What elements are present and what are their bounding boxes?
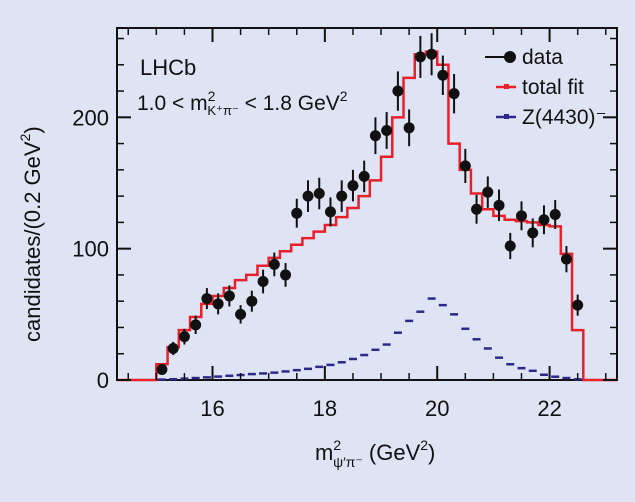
data-point bbox=[515, 210, 527, 222]
data-point bbox=[459, 160, 471, 172]
data-point bbox=[291, 207, 303, 219]
data-point bbox=[426, 48, 438, 60]
data-point bbox=[538, 214, 550, 226]
data-point bbox=[257, 275, 269, 287]
total-fit-step bbox=[117, 50, 617, 382]
legend-fit-marker bbox=[504, 84, 509, 89]
data-point bbox=[369, 130, 381, 142]
data-point bbox=[572, 299, 584, 311]
legend-data-marker bbox=[504, 51, 516, 63]
legend-label-data: data bbox=[522, 46, 563, 69]
y-axis-label: candidates/(0.2 GeV2) bbox=[17, 126, 45, 342]
data-point bbox=[448, 88, 460, 100]
data-point bbox=[392, 85, 404, 97]
data-point bbox=[336, 190, 348, 202]
data-point bbox=[178, 331, 190, 343]
data-point bbox=[313, 187, 325, 199]
data-point bbox=[212, 298, 224, 310]
data-point bbox=[414, 51, 426, 63]
data-point bbox=[280, 269, 292, 281]
data-point bbox=[156, 363, 168, 375]
data-point bbox=[201, 293, 213, 305]
fit-series bbox=[117, 50, 617, 382]
data-point bbox=[471, 203, 483, 215]
data-point bbox=[235, 308, 247, 320]
legend-item-data: data bbox=[485, 46, 563, 69]
legend-z-marker bbox=[504, 114, 509, 119]
cut-label: 1.0 < m2 K⁺π⁻ < 1.8 GeV2 bbox=[137, 88, 348, 118]
data-point bbox=[381, 124, 393, 136]
data-point bbox=[268, 258, 280, 270]
legend-item-z4430: Z(4430)⁻ bbox=[496, 106, 607, 129]
data-point bbox=[527, 227, 539, 239]
x-tick-label: 22 bbox=[537, 396, 561, 421]
data-point bbox=[223, 290, 235, 302]
data-point bbox=[302, 190, 314, 202]
plot-frame bbox=[116, 27, 618, 381]
y-tick-label: 0 bbox=[97, 368, 109, 393]
data-point bbox=[347, 180, 359, 192]
data-point bbox=[358, 170, 370, 182]
experiment-label: LHCb bbox=[140, 55, 196, 80]
data-point bbox=[560, 253, 572, 265]
data-point bbox=[437, 69, 449, 81]
data-point bbox=[167, 342, 179, 354]
data-point bbox=[493, 199, 505, 211]
y-tick-label: 100 bbox=[72, 237, 109, 262]
z4430-series bbox=[157, 297, 582, 381]
x-tick-label: 16 bbox=[200, 396, 224, 421]
axes: 16 18 20 22 0 100 200 bbox=[72, 28, 617, 421]
data-point bbox=[549, 209, 561, 221]
legend: data total fit Z(4430)⁻ bbox=[485, 46, 607, 129]
data-point bbox=[504, 240, 516, 252]
x-tick-label: 20 bbox=[425, 396, 449, 421]
data-point bbox=[482, 186, 494, 198]
x-axis-label: m2 ψ′π⁻ (GeV2) bbox=[315, 437, 435, 470]
legend-label-total-fit: total fit bbox=[522, 76, 584, 99]
x-tick-label: 18 bbox=[313, 396, 337, 421]
legend-item-total-fit: total fit bbox=[496, 76, 584, 99]
data-point bbox=[190, 319, 202, 331]
data-point bbox=[403, 122, 415, 134]
data-series bbox=[156, 33, 584, 375]
legend-label-z4430: Z(4430)⁻ bbox=[522, 106, 607, 129]
data-point bbox=[324, 206, 336, 218]
data-point bbox=[246, 295, 258, 307]
y-tick-label: 200 bbox=[72, 105, 109, 130]
